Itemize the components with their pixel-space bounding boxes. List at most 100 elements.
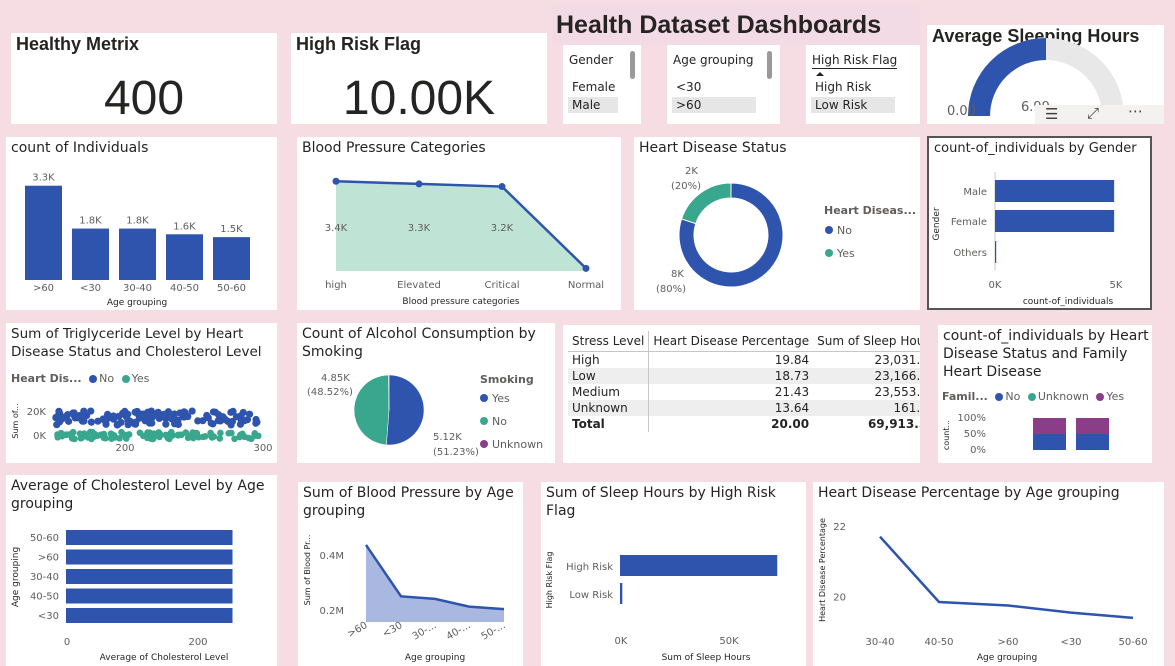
column-header[interactable]: Heart Disease Percentage	[648, 331, 814, 352]
point-no	[132, 418, 140, 426]
slicer-scrollbar[interactable]	[630, 51, 635, 79]
dashboard-title-banner: Health Dataset Dashboards	[552, 5, 920, 45]
slicer-option-high-risk[interactable]: High Risk	[815, 80, 872, 94]
area-chart-svg: Blood pressure categories 3.4K high 3.3K El…	[325, 177, 604, 307]
y-tick-label: 0K	[33, 431, 46, 442]
legend-dot-no	[480, 417, 488, 425]
x-tick-label: 40-...	[445, 620, 473, 642]
slicer-high-risk-flag[interactable]: High Risk Flag High Risk Low Risk	[806, 45, 920, 124]
kpi-card-healthy-metrix[interactable]: Healthy Metrix 400	[11, 33, 277, 124]
point-no	[170, 410, 179, 418]
slicer-scrollbar[interactable]	[767, 51, 772, 79]
legend-dot-no	[995, 393, 1004, 401]
slicer-option-male[interactable]: Male	[568, 97, 618, 113]
sort-up-icon[interactable]	[816, 72, 824, 76]
chart-title: Sum of Sleep Hours by High Risk Flag	[546, 485, 776, 519]
bar-segment-No	[1033, 434, 1066, 450]
legend-title: Famil...	[942, 390, 988, 403]
filter-icon[interactable]: ☰	[1045, 105, 1059, 123]
chart-blood-pressure-categories[interactable]: Blood Pressure Categories Blood pressure…	[297, 137, 621, 310]
x-tick-label: 0K	[615, 636, 628, 647]
y-tick-label: >60	[38, 553, 59, 564]
dashboard-title: Health Dataset Dashboards	[556, 11, 882, 39]
more-options-icon[interactable]: ⋯	[1128, 102, 1143, 120]
chart-title: Heart Disease Percentage by Age grouping	[818, 485, 1120, 501]
chart-alcohol-by-smoking[interactable]: Count of Alcohol Consumption by Smoking …	[297, 323, 555, 463]
slicer-gender[interactable]: Gender Female Male	[563, 45, 641, 124]
legend-yes[interactable]: Yes	[836, 247, 855, 260]
chart-triglyceride-scatter[interactable]: Sum of Triglyceride Level by Heart Disea…	[6, 323, 277, 463]
legend-no[interactable]: No	[99, 372, 115, 385]
legend-unknown[interactable]: Unknown	[492, 438, 543, 451]
chart-sleep-by-risk[interactable]: Sum of Sleep Hours by High Risk Flag Hig…	[541, 482, 806, 666]
legend-no[interactable]: No	[1005, 390, 1021, 403]
bar-Others	[995, 241, 997, 263]
point-yes	[77, 434, 85, 442]
legend-no[interactable]: No	[837, 224, 852, 237]
bar-<30	[66, 608, 233, 623]
legend-dot-yes	[121, 375, 130, 383]
table-stress-level[interactable]: Stress Level Heart Disease Percentage Su…	[563, 325, 920, 463]
table-row[interactable]: Medium 21.43 23,553.83	[568, 384, 920, 400]
chart-sum-blood-pressure[interactable]: Sum of Blood Pressure by Age grouping Su…	[298, 482, 523, 666]
legend-dot-yes	[1096, 393, 1105, 401]
x-tick-label: 40-50	[170, 283, 199, 294]
column-header[interactable]: Sum of Sleep Hours	[813, 331, 920, 352]
data-point	[415, 180, 423, 188]
chart-family-heart-disease[interactable]: count-of_individuals by Heart Disease St…	[938, 325, 1152, 463]
donut-chart-svg: Heart Diseas... No Yes 2K (20%) 8K (80%)	[656, 166, 916, 295]
chart-heart-disease-status[interactable]: Heart Disease Status Heart Diseas... No …	[634, 137, 920, 310]
gauge-average-sleeping-hours[interactable]: Average Sleeping Hours 0.00 6.99 ☰ ⤢ ⋯	[927, 25, 1164, 124]
data-label: 1.8K	[79, 216, 102, 227]
slice-No	[353, 374, 390, 446]
data-label-no-pct: (48.52%)	[307, 387, 353, 398]
data-label-yes: 2K	[685, 166, 698, 177]
x-tick-label: 50-60	[217, 283, 246, 294]
data-label-yes-pct: (20%)	[671, 181, 701, 192]
point-no	[253, 418, 261, 426]
slicer-option-under-30[interactable]: <30	[676, 80, 702, 94]
slice-Unknown	[388, 374, 390, 411]
chart-count-of-individuals[interactable]: count of Individuals Age grouping 3.3K >6…	[6, 137, 277, 310]
cell: 19.84	[774, 353, 810, 367]
x-axis-title: Sum of Sleep Hours	[662, 653, 751, 663]
column-header[interactable]: Stress Level	[568, 331, 650, 352]
kpi-title: Healthy Metrix	[16, 34, 140, 54]
legend-yes[interactable]: Yes	[131, 372, 150, 385]
slicer-option-over-60[interactable]: >60	[672, 97, 756, 113]
data-label: 3.4K	[325, 223, 348, 234]
bar-chart-svg: Age grouping 3.3K >60 1.8K <30 1.8K 30-40 1.6K…	[25, 173, 250, 308]
table-row[interactable]: High 19.84 23,031.81	[568, 351, 920, 368]
legend-no[interactable]: No	[492, 415, 507, 428]
y-tick-label: 50-60	[30, 533, 59, 544]
y-tick-label: 0.4M	[319, 551, 344, 562]
x-tick-label: 30-...	[411, 620, 439, 642]
chart-cholesterol-by-age[interactable]: Average of Cholesterol Level by Age grou…	[6, 475, 277, 666]
legend-yes[interactable]: Yes	[491, 392, 510, 405]
point-no	[58, 415, 66, 423]
point-no	[162, 420, 170, 428]
x-axis-title: Age grouping	[107, 298, 167, 308]
bar-Male	[995, 180, 1115, 202]
focus-mode-icon[interactable]: ⤢	[1087, 104, 1100, 122]
point-yes	[166, 435, 173, 443]
slicer-option-female[interactable]: Female	[572, 80, 616, 94]
kpi-title: High Risk Flag	[296, 34, 422, 54]
slicer-option-low-risk[interactable]: Low Risk	[811, 97, 895, 113]
chart-individuals-by-gender[interactable]: count-of_individuals by Gender Gender co…	[927, 136, 1152, 310]
point-no	[87, 407, 95, 415]
legend-yes[interactable]: Yes	[1106, 390, 1125, 403]
chart-title: count of Individuals	[11, 140, 149, 156]
slicer-age-grouping[interactable]: Age grouping <30 >60	[667, 45, 780, 124]
x-tick-label: <30	[381, 620, 405, 640]
chart-title: Blood Pressure Categories	[302, 140, 486, 156]
legend-unknown[interactable]: Unknown	[1037, 390, 1089, 403]
cell: 18.73	[648, 368, 814, 384]
data-point	[332, 177, 340, 185]
chart-legend: Famil... No Unknown Yes	[942, 390, 1124, 403]
chart-heart-disease-percentage[interactable]: Heart Disease Percentage by Age grouping…	[813, 482, 1164, 666]
kpi-card-high-risk-flag[interactable]: High Risk Flag 10.00K	[291, 33, 547, 124]
point-no	[203, 411, 211, 420]
